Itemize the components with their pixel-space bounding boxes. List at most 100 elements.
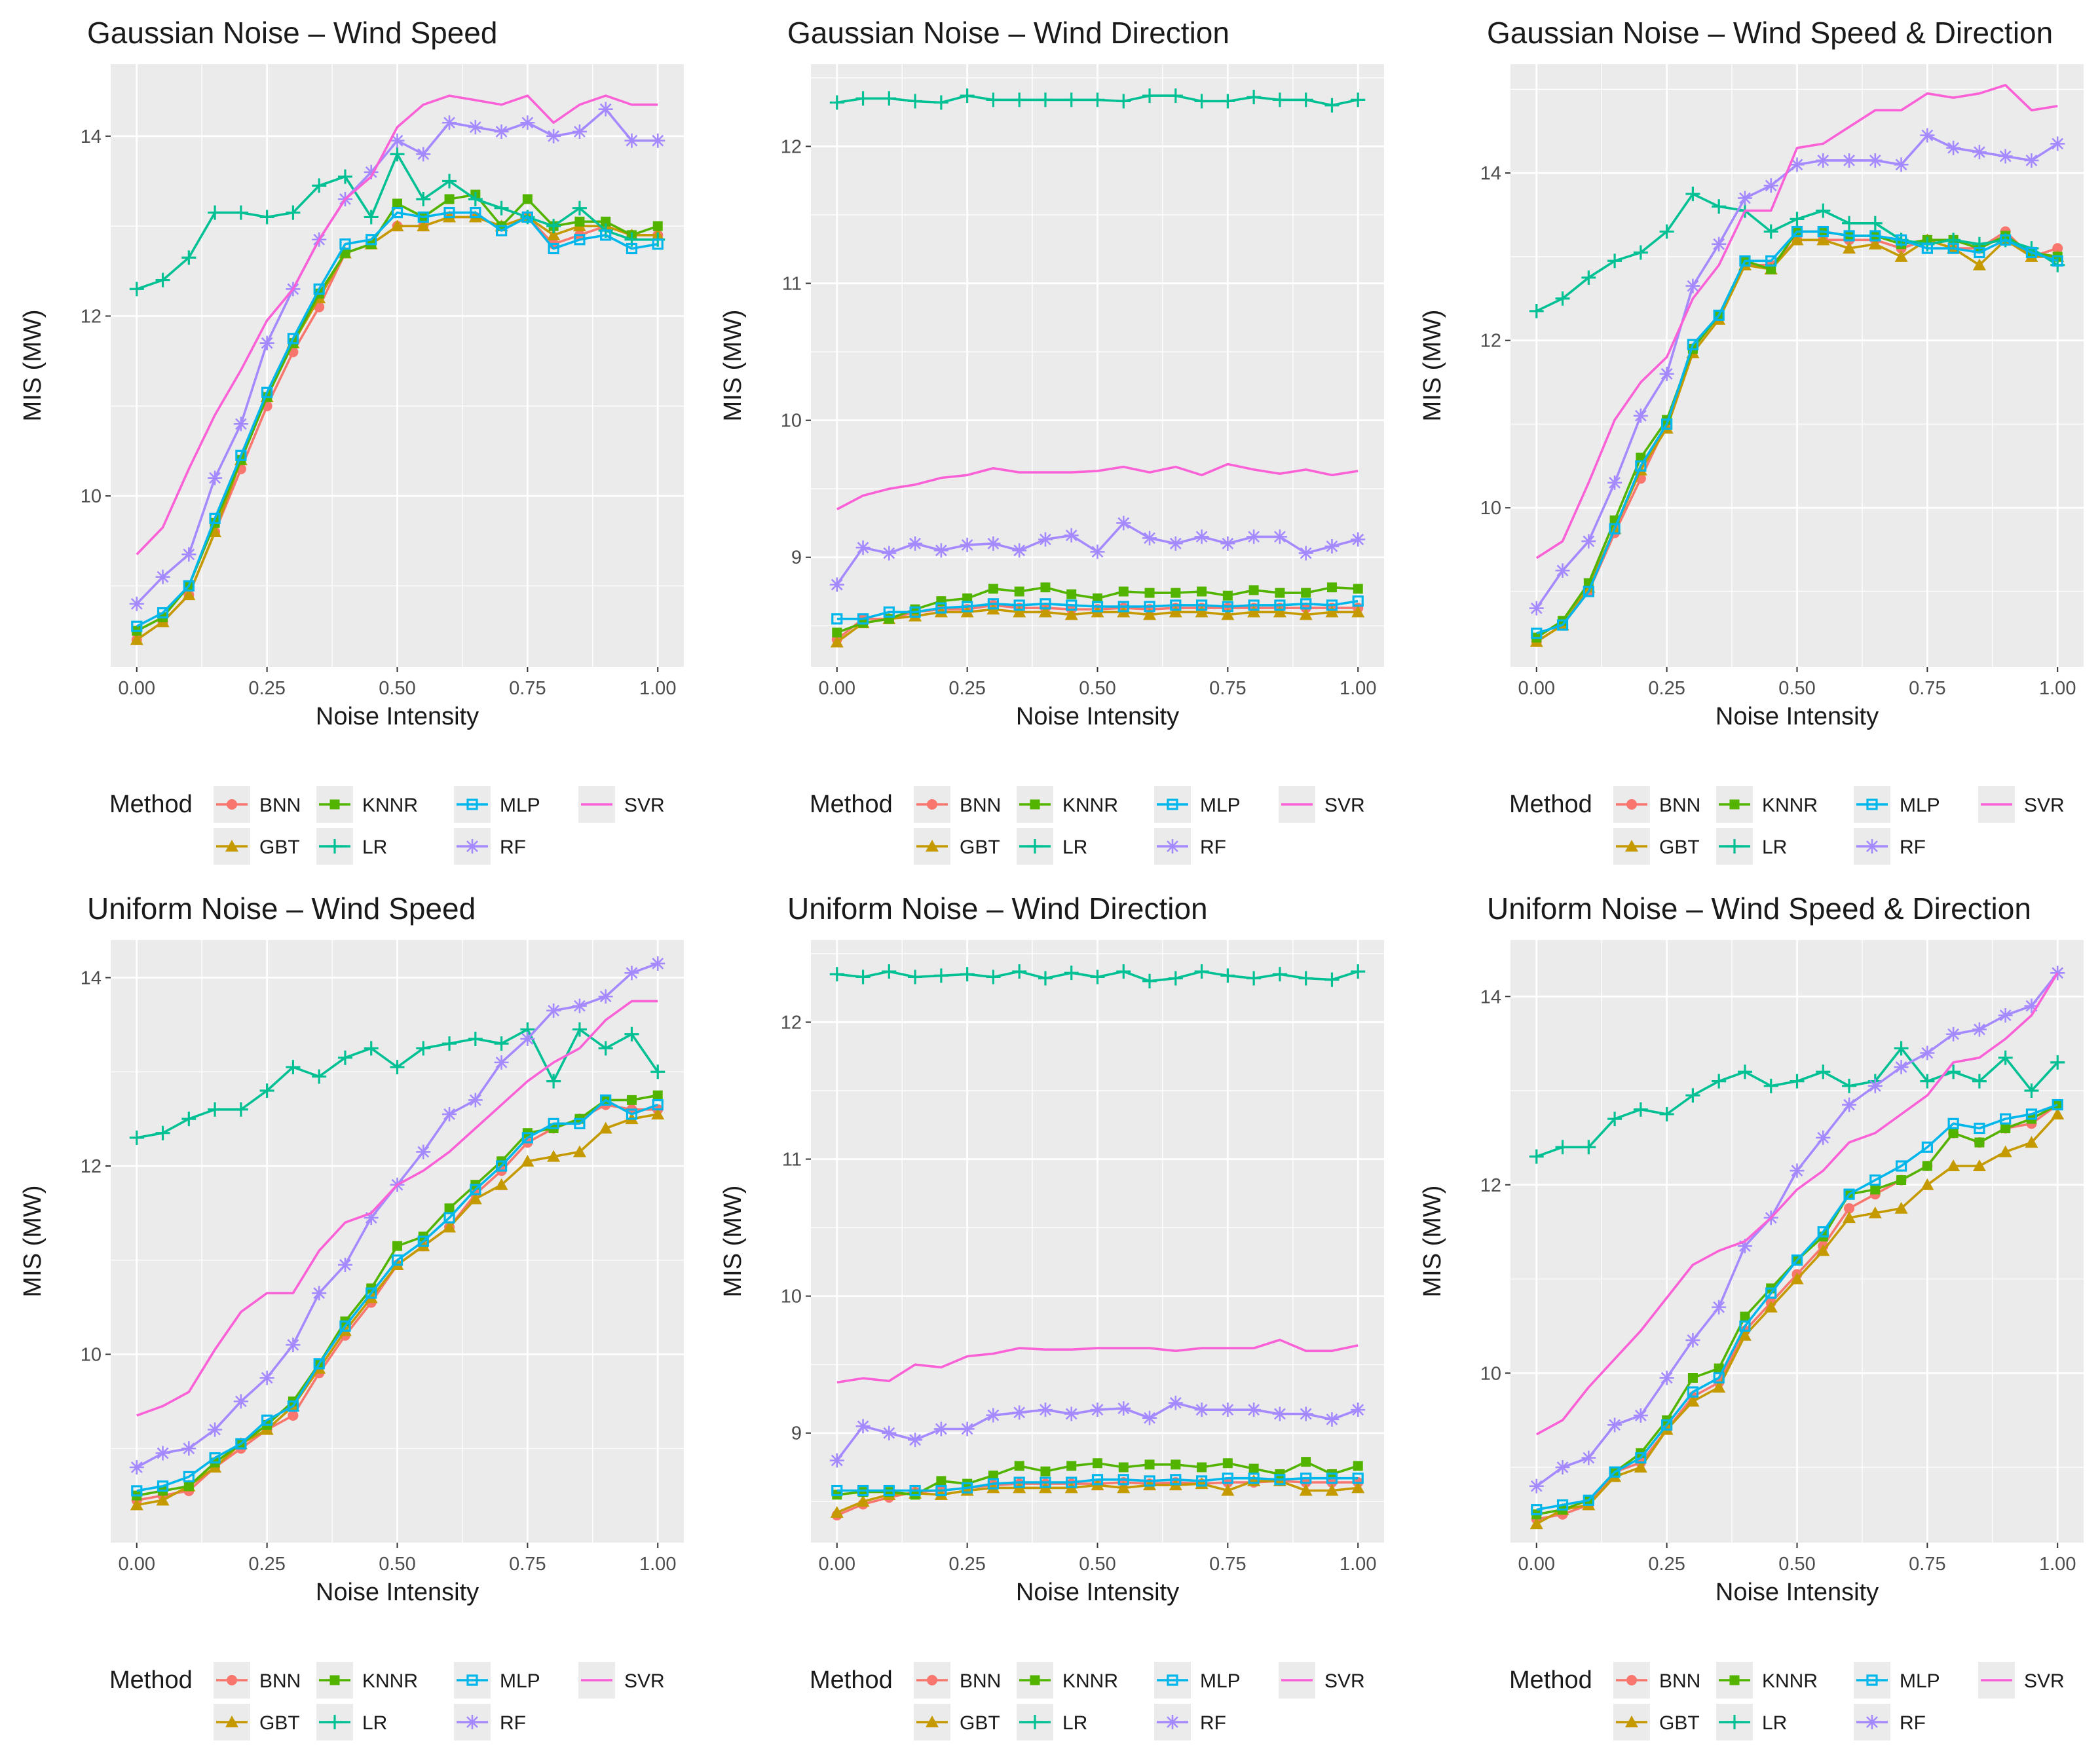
data-point-lr <box>1712 1074 1727 1089</box>
x-tick-label: 0.75 <box>1209 1554 1246 1575</box>
data-point-mlp <box>1661 1419 1673 1431</box>
data-point-lr <box>855 91 871 106</box>
data-point-rf <box>1920 128 1935 143</box>
data-point-gbt <box>1738 1328 1752 1341</box>
legend-label-knnr: KNNR <box>1062 795 1118 816</box>
data-point-mlp <box>366 234 377 246</box>
data-point-knnr <box>1353 1461 1363 1471</box>
data-point-rf <box>1529 1478 1544 1493</box>
data-point-rf <box>1659 366 1674 381</box>
legend-label-svr: SVR <box>1324 1670 1365 1692</box>
data-point-rf <box>468 1093 483 1108</box>
data-point-rf <box>1712 1300 1727 1315</box>
data-point-gbt <box>2051 1107 2065 1119</box>
data-point-lr <box>286 1060 301 1075</box>
data-point-mlp <box>1013 1476 1025 1488</box>
data-point-rf <box>1946 140 1961 155</box>
data-point-rf <box>494 1055 509 1070</box>
data-point-lr <box>1351 92 1366 107</box>
y-tick-label: 14 <box>1480 163 1501 184</box>
x-axis-label: Noise Intensity <box>1716 703 1879 730</box>
data-point-rf <box>233 417 248 432</box>
data-point-lr <box>1555 1140 1570 1155</box>
series-rf <box>829 1395 1366 1468</box>
data-point-lr <box>390 1060 405 1075</box>
data-point-rf <box>1920 1045 1935 1061</box>
data-point-lr <box>494 200 509 216</box>
data-point-mlp <box>1921 1141 1933 1153</box>
data-point-rf <box>650 133 666 148</box>
data-point-lr <box>129 1130 144 1145</box>
x-axis-label: Noise Intensity <box>316 1579 479 1606</box>
data-point-lr <box>1220 94 1235 109</box>
data-point-mlp <box>987 598 1000 610</box>
data-point-lr <box>1867 216 1883 231</box>
chart-panel-4: Uniform Noise – Wind Direction 0.00 0.25 0.… <box>719 892 1384 1740</box>
data-point-mlp <box>1765 1287 1777 1299</box>
data-point-rf <box>1867 1078 1883 1093</box>
y-tick-label: 10 <box>1480 1363 1501 1384</box>
data-point-mlp <box>1713 1372 1725 1384</box>
data-point-mlp <box>1091 601 1104 612</box>
data-point-lr <box>933 968 948 983</box>
data-point-rf <box>233 1394 248 1409</box>
data-point-gbt <box>521 1154 534 1167</box>
data-point-rf <box>1712 236 1727 252</box>
data-point-mlp <box>1817 1226 1829 1238</box>
data-point-knnr <box>1248 1463 1259 1474</box>
data-point-rf <box>1168 1395 1183 1410</box>
data-point-mlp <box>574 1118 586 1129</box>
data-point-rf <box>1998 149 2013 164</box>
data-point-lr <box>1194 94 1209 109</box>
legend-key-marker <box>1165 839 1180 854</box>
series-line-svr <box>1535 972 2059 1436</box>
data-point-mlp <box>574 234 586 246</box>
data-point-mlp <box>987 1478 1000 1490</box>
data-point-rf <box>1012 1405 1027 1420</box>
legend-key-marker <box>328 1715 342 1729</box>
chart-title: Uniform Noise – Wind Speed <box>87 892 476 926</box>
data-point-lr <box>933 95 948 110</box>
legend-key-marker <box>329 799 340 810</box>
data-point-mlp <box>2000 1113 2012 1125</box>
data-point-gbt <box>830 1506 844 1518</box>
data-point-lr <box>1659 224 1674 239</box>
data-point-gbt <box>1013 605 1026 618</box>
data-point-mlp <box>1895 1160 1907 1172</box>
data-point-mlp <box>1040 1476 1051 1488</box>
x-tick-label: 0.00 <box>1518 1554 1555 1575</box>
data-point-lr <box>181 250 197 265</box>
data-point-lr <box>1633 1102 1648 1117</box>
data-point-gbt <box>208 525 222 538</box>
data-point-rf <box>960 537 975 552</box>
x-tick-label: 0.25 <box>948 1554 985 1575</box>
data-point-knnr <box>1093 593 1102 603</box>
legend-key-marker <box>328 839 342 854</box>
data-point-rf <box>1685 1332 1700 1347</box>
legend-label-knnr: KNNR <box>362 795 418 816</box>
data-point-lr <box>572 200 587 216</box>
data-point-mlp <box>962 1482 973 1493</box>
legend-key-marker <box>1865 1715 1879 1729</box>
y-tick-label: 14 <box>81 126 102 147</box>
data-point-lr <box>1012 92 1027 107</box>
data-point-rf <box>1247 1402 1262 1418</box>
data-point-mlp <box>600 1094 612 1106</box>
legend-label-svr: SVR <box>2024 795 2065 816</box>
legend-label-gbt: GBT <box>960 1712 1000 1734</box>
data-point-lr <box>960 967 975 982</box>
data-point-rf <box>1842 153 1857 168</box>
data-point-rf <box>1737 191 1752 206</box>
legend-key-marker <box>465 839 479 854</box>
data-point-rf <box>1168 536 1183 551</box>
data-point-rf <box>1064 528 1079 543</box>
legend-label-mlp: MLP <box>500 795 540 816</box>
data-point-mlp <box>883 1484 895 1497</box>
data-point-mlp <box>2025 246 2038 259</box>
data-point-lr <box>1998 1050 2013 1065</box>
y-tick-label: 12 <box>81 1156 102 1177</box>
data-point-mlp <box>2000 234 2012 246</box>
data-point-mlp <box>909 606 921 618</box>
data-point-rf <box>546 128 561 143</box>
data-point-lr <box>1894 1041 1909 1056</box>
